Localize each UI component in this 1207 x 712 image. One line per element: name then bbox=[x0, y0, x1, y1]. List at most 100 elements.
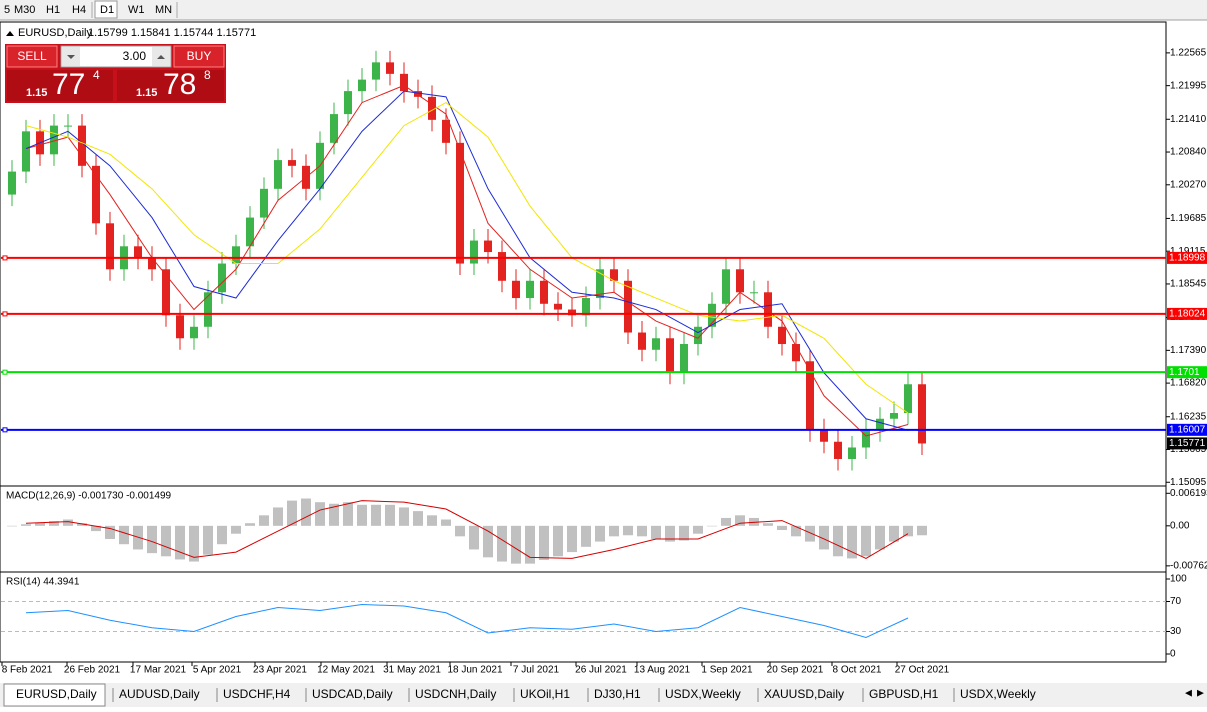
arrow-up bbox=[157, 55, 165, 59]
macd-bar bbox=[273, 507, 283, 526]
candle-body bbox=[386, 62, 394, 74]
timeframe-button[interactable]: W1 bbox=[128, 4, 145, 16]
macd-bar bbox=[483, 525, 493, 558]
macd-bar bbox=[553, 525, 563, 557]
timeframe-button[interactable]: H4 bbox=[72, 4, 86, 16]
arrow-down bbox=[67, 55, 75, 59]
sell-price-box[interactable] bbox=[7, 70, 113, 101]
level-label-bg bbox=[1167, 307, 1207, 320]
macd-bar bbox=[7, 525, 17, 527]
tab-scroll-right[interactable]: ▶ bbox=[1197, 687, 1204, 697]
y-tick-label: 100 bbox=[1170, 574, 1187, 585]
x-tick-label: 17 Mar 2021 bbox=[130, 665, 187, 676]
candle-body bbox=[862, 430, 870, 448]
collapse-icon[interactable] bbox=[6, 31, 14, 36]
macd-bar bbox=[385, 504, 395, 526]
candle-body bbox=[750, 292, 758, 294]
macd-bar bbox=[259, 515, 269, 526]
y-tick-label: 1.21995 bbox=[1170, 80, 1207, 91]
candle-body bbox=[890, 412, 898, 419]
macd-bar bbox=[161, 525, 171, 557]
macd-bar bbox=[441, 519, 451, 526]
timeframe-button[interactable]: M30 bbox=[14, 4, 35, 16]
panel-title: RSI(14) 44.3941 bbox=[6, 577, 80, 588]
tab-label[interactable]: GBPUSD,H1 bbox=[869, 687, 939, 701]
x-tick-label: 26 Feb 2021 bbox=[64, 665, 121, 676]
tab-label[interactable]: UKOil,H1 bbox=[520, 687, 570, 701]
level-label: 1.1701 bbox=[1169, 367, 1200, 378]
candle-body bbox=[344, 91, 352, 115]
candle-body bbox=[148, 257, 156, 270]
x-tick-label: 26 Jul 2021 bbox=[575, 665, 627, 676]
sell-button[interactable] bbox=[6, 45, 58, 68]
timeframe-button[interactable]: MN bbox=[155, 4, 172, 16]
y-tick-label: 30 bbox=[1170, 626, 1182, 637]
macd-bar bbox=[469, 525, 479, 550]
candle-body bbox=[554, 303, 562, 310]
candle-body bbox=[666, 338, 674, 373]
macd-bar bbox=[525, 525, 535, 564]
current-price-label: 1.15771 bbox=[1169, 438, 1206, 449]
macd-bar bbox=[567, 525, 577, 553]
candle-body bbox=[596, 269, 604, 299]
tab-label[interactable]: USDCHF,H4 bbox=[223, 687, 291, 701]
macd-bar bbox=[707, 525, 717, 527]
lots-field[interactable] bbox=[60, 45, 172, 68]
macd-bar bbox=[665, 525, 675, 542]
level-handle bbox=[2, 311, 8, 317]
y-tick-label: 1.19115 bbox=[1170, 246, 1206, 257]
macd-bar bbox=[63, 519, 73, 526]
y-tick-label: 1.16235 bbox=[1170, 411, 1207, 422]
chart-frame bbox=[0, 21, 1167, 663]
tab-label[interactable]: XAUUSD,Daily bbox=[764, 687, 844, 701]
macd-bar bbox=[721, 517, 731, 526]
macd-bar bbox=[875, 525, 885, 550]
macd-bar bbox=[777, 525, 787, 531]
macd-bar bbox=[791, 525, 801, 537]
tab-active-label[interactable]: EURUSD,Daily bbox=[16, 687, 97, 701]
candle-body bbox=[904, 384, 912, 413]
candle-body bbox=[708, 303, 716, 327]
macd-bar bbox=[203, 525, 213, 555]
candle-body bbox=[260, 188, 268, 218]
tab-label[interactable]: USDCNH,Daily bbox=[415, 687, 496, 701]
candle-body bbox=[540, 280, 548, 304]
candle-body bbox=[918, 384, 926, 444]
macd-bar bbox=[679, 525, 689, 541]
candle-body bbox=[638, 332, 646, 350]
buy-button[interactable] bbox=[173, 45, 225, 68]
candle-body bbox=[428, 96, 436, 120]
macd-bar bbox=[693, 525, 703, 534]
level-label: 1.18024 bbox=[1169, 309, 1206, 320]
y-tick-label: 0.00 bbox=[1170, 520, 1190, 531]
macd-bar bbox=[861, 525, 871, 557]
y-tick-label: 1.22565 bbox=[1170, 48, 1207, 59]
macd-bar bbox=[371, 504, 381, 526]
macd-bar bbox=[539, 525, 549, 560]
current-price-bg bbox=[1167, 437, 1207, 450]
buy-price-box[interactable] bbox=[117, 70, 224, 101]
tab-label[interactable]: DJ30,H1 bbox=[594, 687, 641, 701]
timeframe-button[interactable]: 5 bbox=[4, 4, 10, 16]
candle-body bbox=[722, 269, 730, 304]
sell-price-small: 4 bbox=[93, 68, 100, 82]
macd-bar bbox=[889, 525, 899, 542]
macd-bar bbox=[35, 522, 45, 526]
tab-label[interactable]: USDX,Weekly bbox=[960, 687, 1036, 701]
timeframe-button[interactable]: D1 bbox=[100, 4, 114, 16]
macd-bar bbox=[651, 525, 661, 539]
candle-body bbox=[106, 223, 114, 270]
y-tick-label: 1.15665 bbox=[1170, 444, 1207, 455]
tab-label[interactable]: USDCAD,Daily bbox=[312, 687, 393, 701]
lots-value: 3.00 bbox=[123, 49, 147, 63]
candle-body bbox=[498, 252, 506, 281]
buy-price-prefix: 1.15 bbox=[136, 87, 157, 99]
timeframe-button[interactable]: H1 bbox=[46, 4, 60, 16]
tab-label[interactable]: USDX,Weekly bbox=[665, 687, 741, 701]
macd-bar bbox=[413, 511, 423, 526]
tab-scroll-left[interactable]: ◀ bbox=[1185, 687, 1192, 697]
candle-body bbox=[218, 263, 226, 293]
y-tick-label: 1.15095 bbox=[1170, 477, 1207, 488]
tab-label[interactable]: AUDUSD,Daily bbox=[119, 687, 200, 701]
